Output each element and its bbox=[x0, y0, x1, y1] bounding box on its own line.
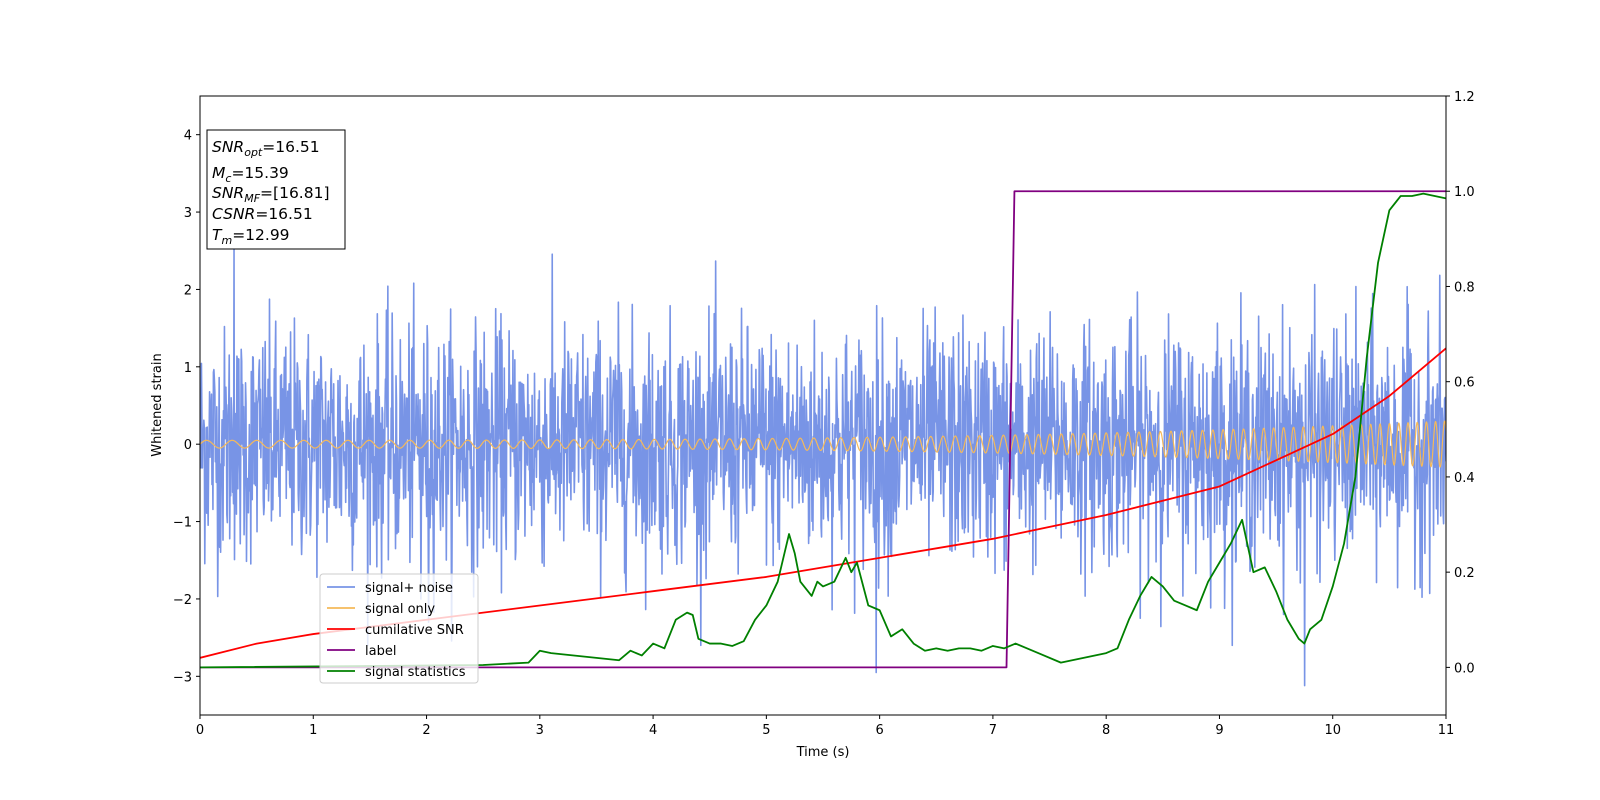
y-tick-label: −2 bbox=[173, 593, 192, 608]
x-tick-label: 2 bbox=[422, 723, 430, 738]
annotation-line: SNRopt=16.51 bbox=[212, 138, 320, 159]
legend-label: label bbox=[365, 644, 396, 659]
y-tick-label: 4 bbox=[184, 129, 192, 144]
y2-tick-label: 1.2 bbox=[1454, 90, 1475, 105]
series-line-1 bbox=[200, 420, 1446, 468]
metrics-annotation-box: SNRopt=16.51 Mc=15.39SNRMF=[16.81]CSNR=16… bbox=[206, 129, 346, 250]
legend-label: signal statistics bbox=[365, 665, 466, 680]
y2-tick-label: 0.4 bbox=[1454, 471, 1475, 486]
x-tick-label: 5 bbox=[762, 723, 770, 738]
series-line-4 bbox=[200, 192, 1446, 669]
y-tick-label: 0 bbox=[184, 438, 192, 453]
y2-tick-label: 1.0 bbox=[1454, 185, 1475, 200]
x-tick-label: 7 bbox=[989, 723, 997, 738]
y-axis-label: Whitened strain bbox=[150, 353, 165, 456]
y-tick-label: 2 bbox=[184, 283, 192, 298]
y-tick-label: 1 bbox=[184, 361, 192, 376]
x-axis-label: Time (s) bbox=[796, 745, 850, 760]
annotation-frame bbox=[206, 129, 346, 250]
legend-label: signal+ noise bbox=[365, 581, 453, 596]
series-line-3 bbox=[200, 190, 1446, 669]
x-tick-label: 0 bbox=[196, 723, 204, 738]
annotation-line: SNRMF=[16.81] bbox=[212, 184, 330, 205]
y-tick-label: −1 bbox=[173, 516, 192, 531]
x-tick-label: 4 bbox=[649, 723, 657, 738]
y-tick-label: 3 bbox=[184, 206, 192, 221]
y2-tick-label: 0.8 bbox=[1454, 280, 1475, 295]
y2-tick-label: 0.6 bbox=[1454, 376, 1475, 391]
annotation-line: Mc=15.39 bbox=[212, 164, 289, 185]
x-tick-label: 6 bbox=[875, 723, 883, 738]
legend-label: signal only bbox=[365, 602, 435, 617]
y2-tick-label: 0.0 bbox=[1454, 661, 1475, 676]
plot-frame bbox=[199, 95, 1447, 716]
legend: signal+ noise signal only cumilative SNR la… bbox=[319, 573, 479, 684]
series-line-0 bbox=[200, 242, 1446, 687]
y-tick-label: −3 bbox=[173, 670, 192, 685]
y2-tick-label: 0.2 bbox=[1454, 566, 1475, 581]
y-axis-left: −3 −2 −1 0 1 2 3 4 bbox=[173, 129, 200, 685]
x-tick-label: 3 bbox=[536, 723, 544, 738]
legend-label: cumilative SNR bbox=[365, 623, 464, 638]
x-tick-label: 1 bbox=[309, 723, 317, 738]
x-tick-label: 8 bbox=[1102, 723, 1110, 738]
annotation-line: CSNR=16.51 bbox=[212, 205, 313, 223]
x-axis: 0 1 2 3 4 5 6 7 8 9 10 11 bbox=[196, 715, 1454, 738]
x-tick-label: 9 bbox=[1215, 723, 1223, 738]
legend-frame bbox=[319, 573, 479, 684]
annotation-line: Tm=12.99 bbox=[212, 226, 290, 247]
x-tick-label: 11 bbox=[1438, 723, 1455, 738]
y-axis-right: 0.0 0.2 0.4 0.6 0.8 1.0 1.2 bbox=[1446, 90, 1475, 676]
x-tick-label: 10 bbox=[1324, 723, 1341, 738]
